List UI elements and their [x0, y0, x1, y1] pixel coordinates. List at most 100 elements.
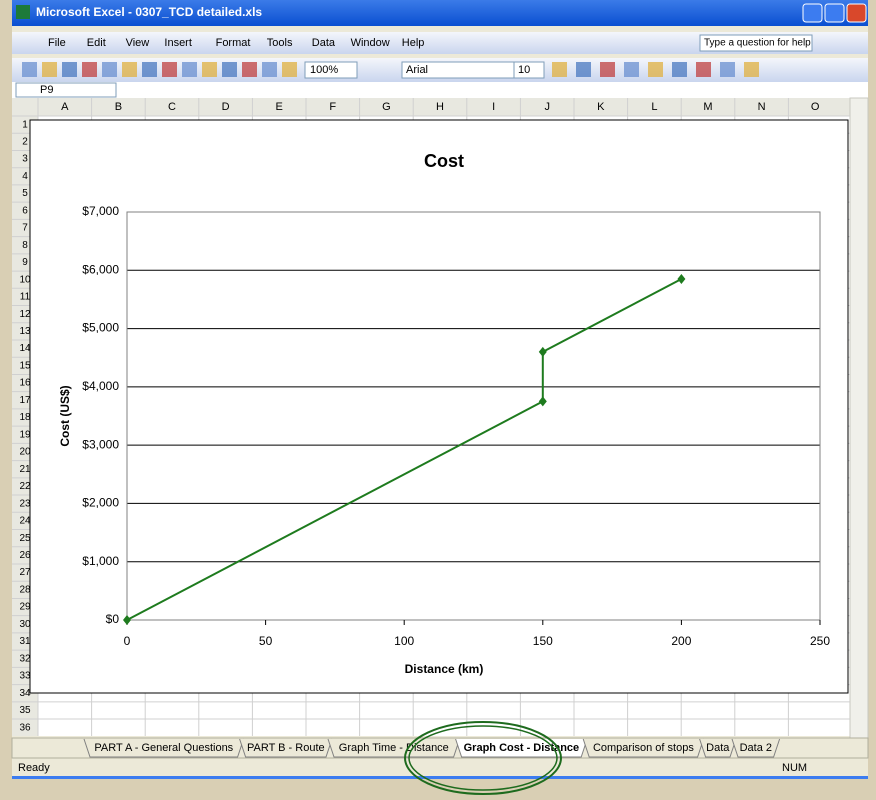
toolbar-button[interactable] [672, 62, 687, 77]
row-header: 25 [19, 533, 31, 544]
sheet-tab[interactable] [83, 738, 245, 758]
status-bar [12, 759, 868, 777]
sheet-tab-label: Data 2 [740, 742, 772, 754]
data-point [538, 396, 547, 407]
toolbar-button[interactable] [162, 62, 177, 77]
menu-item[interactable]: Help [402, 37, 425, 49]
toolbar-button[interactable] [552, 62, 567, 77]
toolbar-button[interactable] [202, 62, 217, 77]
toolbar-button[interactable] [720, 62, 735, 77]
menu-bar [12, 32, 868, 54]
toolbar-button[interactable] [22, 62, 37, 77]
chart-area [29, 119, 849, 694]
menu-item[interactable]: Tools [267, 37, 293, 49]
column-header: D [222, 101, 230, 113]
row-header: 26 [19, 550, 31, 561]
sheet-tab-label: Graph Cost - Distance [464, 742, 580, 754]
y-tick-label: $0 [106, 612, 120, 626]
sheet-tab-label: Graph Time - Distance [339, 742, 449, 754]
y-tick-label: $3,000 [82, 437, 119, 451]
row-header: 10 [19, 274, 31, 285]
row-header: 11 [20, 292, 31, 303]
toolbar-button[interactable] [600, 62, 615, 77]
toolbar-button[interactable] [576, 62, 591, 77]
window-title: Microsoft Excel - 0307_TCD detailed.xls [36, 5, 262, 19]
row-header: 12 [19, 309, 31, 320]
toolbar-button[interactable] [62, 62, 77, 77]
menu-item[interactable]: Insert [164, 37, 192, 49]
toolbar-button[interactable] [222, 62, 237, 77]
toolbar-button[interactable] [42, 62, 57, 77]
menu-item[interactable]: View [126, 37, 150, 49]
toolbar-button[interactable] [242, 62, 257, 77]
sheet-tab[interactable] [239, 738, 333, 758]
toolbar-button[interactable] [744, 62, 759, 77]
x-tick-label: 0 [124, 634, 131, 648]
column-header: M [703, 101, 712, 113]
app-icon [16, 5, 30, 19]
menu-item[interactable]: Format [216, 37, 251, 49]
sheet-tab-label: Data [706, 742, 730, 754]
toolbar-button[interactable] [122, 62, 137, 77]
sheet-tab[interactable] [327, 738, 461, 758]
column-header: O [811, 101, 820, 113]
toolbar-button[interactable] [696, 62, 711, 77]
plot-frame [126, 211, 821, 621]
row-header: 33 [19, 671, 31, 682]
zoom-box[interactable] [304, 61, 358, 79]
toolbar-button[interactable] [262, 62, 277, 77]
highlight-circle [404, 721, 562, 795]
x-tick-label: 50 [259, 634, 273, 648]
x-tick-label: 200 [671, 634, 691, 648]
column-header: N [758, 101, 766, 113]
row-header: 4 [22, 171, 28, 182]
toolbar-button[interactable] [102, 62, 117, 77]
row-header: 9 [22, 257, 28, 268]
sheet-tab[interactable] [699, 738, 737, 758]
menu-item[interactable]: Edit [87, 37, 106, 49]
menu-item[interactable]: Data [312, 37, 336, 49]
help-box[interactable] [699, 34, 813, 52]
vertical-scrollbar[interactable] [849, 97, 869, 739]
menu-item[interactable]: File [48, 37, 66, 49]
column-header: G [382, 101, 391, 113]
chart-title: Cost [424, 151, 464, 171]
toolbar-button[interactable] [82, 62, 97, 77]
toolbar-button[interactable] [142, 62, 157, 77]
y-tick-label: $5,000 [82, 321, 119, 335]
row-header: 36 [19, 722, 31, 733]
sheet-tab[interactable] [582, 738, 705, 758]
toolbar-button[interactable] [282, 62, 297, 77]
column-header: A [61, 101, 69, 113]
help-box-text: Type a question for help [704, 38, 811, 49]
toolbar-button[interactable] [648, 62, 663, 77]
name-box-value: P9 [40, 84, 53, 96]
row-header: 24 [19, 516, 31, 527]
row-header: 32 [19, 653, 31, 664]
toolbar-button[interactable] [182, 62, 197, 77]
minimize-button[interactable] [802, 3, 823, 23]
row-header: 16 [19, 378, 31, 389]
column-header-row [12, 98, 868, 116]
column-header: L [651, 101, 657, 113]
row-header: 35 [19, 705, 31, 716]
close-button[interactable] [846, 3, 867, 23]
column-header: I [492, 101, 495, 113]
data-point [538, 346, 547, 357]
column-header: B [115, 101, 122, 113]
row-header: 14 [19, 343, 31, 354]
maximize-button[interactable] [824, 3, 845, 23]
row-header: 31 [19, 636, 31, 647]
toolbar-button[interactable] [624, 62, 639, 77]
row-header: 17 [19, 395, 31, 406]
x-tick-label: 250 [810, 634, 830, 648]
sheet-tab[interactable] [731, 738, 781, 758]
menu-item[interactable]: Window [351, 37, 390, 49]
window-border [12, 776, 868, 779]
name-box[interactable] [15, 82, 117, 98]
font-size-box[interactable] [513, 61, 545, 79]
column-header: H [436, 101, 444, 113]
font-value: Arial [406, 64, 428, 76]
y-tick-label: $2,000 [82, 496, 119, 510]
